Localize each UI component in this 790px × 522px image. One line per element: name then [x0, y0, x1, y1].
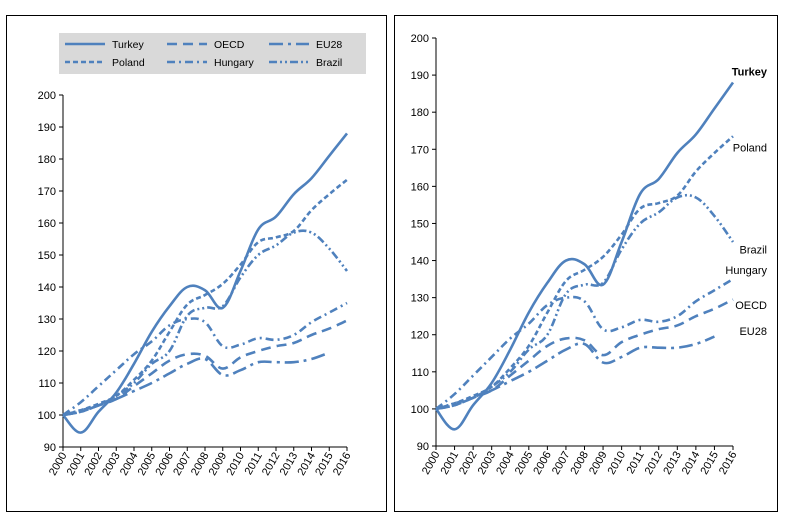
series-line-brazil — [435, 193, 735, 411]
series-label-brazil: Brazil — [739, 244, 767, 256]
series-line-poland — [435, 135, 734, 411]
legend-label-eu28: EU28 — [316, 39, 342, 51]
series-line-oecd — [435, 298, 734, 411]
y-tick-label: 160 — [411, 181, 429, 193]
x-tick-label: 2010 — [606, 450, 629, 477]
y-tick-label: 150 — [38, 250, 56, 262]
y-tick-label: 170 — [38, 186, 56, 198]
x-tick-label: 2001 — [439, 450, 462, 477]
series-line-brazil — [62, 229, 349, 417]
x-tick-label: 2007 — [550, 450, 573, 477]
series-label-eu28: EU28 — [739, 326, 767, 338]
y-tick-label: 180 — [411, 107, 429, 119]
legend-box — [59, 33, 366, 74]
x-tick-label: 2010 — [224, 451, 247, 478]
x-tick-label: 2000 — [420, 450, 443, 477]
series-label-poland: Poland — [733, 142, 767, 154]
legend-label-oecd: OECD — [214, 39, 245, 51]
right-chart: 9010011012013014015016017018019020020002… — [411, 33, 768, 477]
x-tick-label: 2003 — [476, 450, 499, 477]
right-chart-panel: 90 100 110 120 130 140 150 160 170 180 190 200 2000 2… — [394, 15, 778, 512]
series-line-turkey — [62, 132, 349, 434]
series-label-oecd: OECD — [735, 300, 767, 312]
x-tick-label: 2008 — [568, 450, 591, 477]
x-tick-label: 2006 — [531, 450, 554, 477]
series-line-hungary — [435, 277, 734, 410]
y-tick-label: 90 — [417, 441, 429, 453]
legend: Turkey Poland OECD Hungary EU28 Brazil — [59, 33, 366, 74]
y-tick-label: 130 — [38, 314, 56, 326]
y-tick-label: 200 — [38, 90, 56, 102]
legend-label-hungary: Hungary — [214, 57, 254, 69]
left-chart: 9010011012013014015016017018019020020002… — [38, 33, 366, 478]
series-line-hungary — [62, 301, 348, 417]
y-tick-label: 100 — [411, 404, 429, 416]
y-tick-label: 140 — [38, 282, 56, 294]
x-tick-label: 2016 — [717, 450, 740, 477]
y-tick-label: 150 — [411, 218, 429, 230]
y-tick-label: 90 — [44, 442, 56, 454]
y-tick-label: 130 — [411, 293, 429, 305]
x-tick-label: 2016 — [331, 451, 354, 478]
series-label-hungary: Hungary — [725, 265, 767, 277]
left-chart-panel: 90 100 110 120 130 140 150 160 170 180 190 200 2000 2… — [6, 15, 387, 512]
y-tick-label: 110 — [38, 378, 56, 390]
series-label-turkey: Turkey — [732, 66, 768, 78]
x-tick-label: 2015 — [698, 450, 721, 477]
x-tick-label: 2005 — [513, 450, 536, 477]
y-tick-label: 180 — [38, 154, 56, 166]
legend-label-poland: Poland — [112, 57, 145, 69]
y-tick-label: 200 — [411, 33, 429, 45]
y-tick-label: 190 — [411, 70, 429, 82]
y-tick-label: 100 — [38, 410, 56, 422]
y-tick-label: 120 — [411, 330, 429, 342]
y-tick-label: 190 — [38, 122, 56, 134]
series-line-oecd — [62, 319, 348, 417]
x-tick-label: 2013 — [661, 450, 684, 477]
legend-label-turkey: Turkey — [112, 39, 144, 51]
x-tick-label: 2002 — [457, 450, 480, 477]
x-tick-label: 2004 — [494, 450, 517, 477]
y-tick-label: 160 — [38, 218, 56, 230]
y-tick-label: 120 — [38, 346, 56, 358]
series-line-turkey — [434, 81, 735, 431]
series-line-poland — [62, 178, 348, 417]
x-tick-label: 2012 — [643, 450, 666, 477]
y-tick-label: 170 — [411, 144, 429, 156]
legend-label-brazil: Brazil — [316, 57, 342, 69]
x-tick-label: 2014 — [680, 450, 703, 477]
y-tick-label: 140 — [411, 256, 429, 268]
x-tick-label: 2009 — [587, 450, 610, 477]
y-tick-label: 110 — [411, 367, 429, 379]
